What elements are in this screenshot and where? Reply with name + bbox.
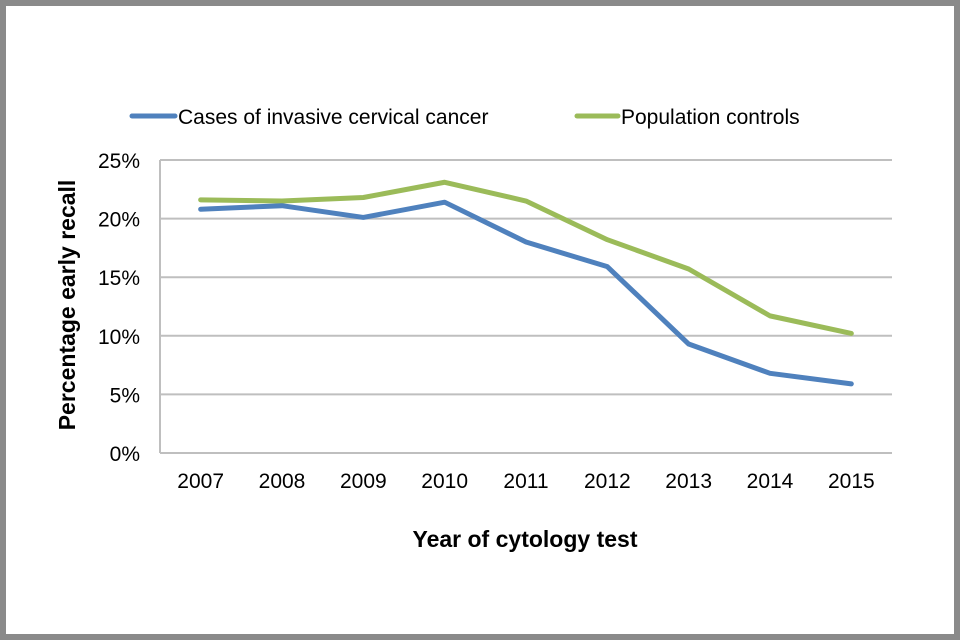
x-tick-label: 2010 <box>421 470 468 493</box>
legend: Cases of invasive cervical cancer Popula… <box>129 106 800 129</box>
y-tick-label: 0% <box>110 443 140 466</box>
series-line <box>198 199 854 387</box>
x-tick-label: 2007 <box>177 470 224 493</box>
series-line <box>198 179 854 336</box>
x-tick-label: 2009 <box>340 470 387 493</box>
series-lines <box>198 179 854 387</box>
y-tick-label: 5% <box>110 384 140 407</box>
x-tick-label: 2012 <box>584 470 631 493</box>
x-tick-labels: 2007 2008 2009 2010 2011 2012 2013 2014 2015 <box>177 470 874 493</box>
x-axis-title: Year of cytology test <box>413 526 638 552</box>
y-tick-label: 10% <box>98 326 140 349</box>
legend-label-controls: Population controls <box>621 106 800 129</box>
gridlines <box>160 159 892 454</box>
x-tick-label: 2011 <box>503 470 548 493</box>
x-tick-label: 2013 <box>665 470 712 493</box>
x-tick-label: 2008 <box>259 470 306 493</box>
y-tick-label: 15% <box>98 267 140 290</box>
x-tick-label: 2015 <box>828 470 875 493</box>
legend-label-cases: Cases of invasive cervical cancer <box>178 106 488 129</box>
y-axis-title: Percentage early recall <box>54 180 80 431</box>
y-tick-label: 20% <box>98 209 140 232</box>
y-tick-labels: 0% 5% 10% 15% 20% 25% <box>98 150 140 466</box>
x-tick-label: 2014 <box>747 470 794 493</box>
y-tick-label: 25% <box>98 150 140 173</box>
